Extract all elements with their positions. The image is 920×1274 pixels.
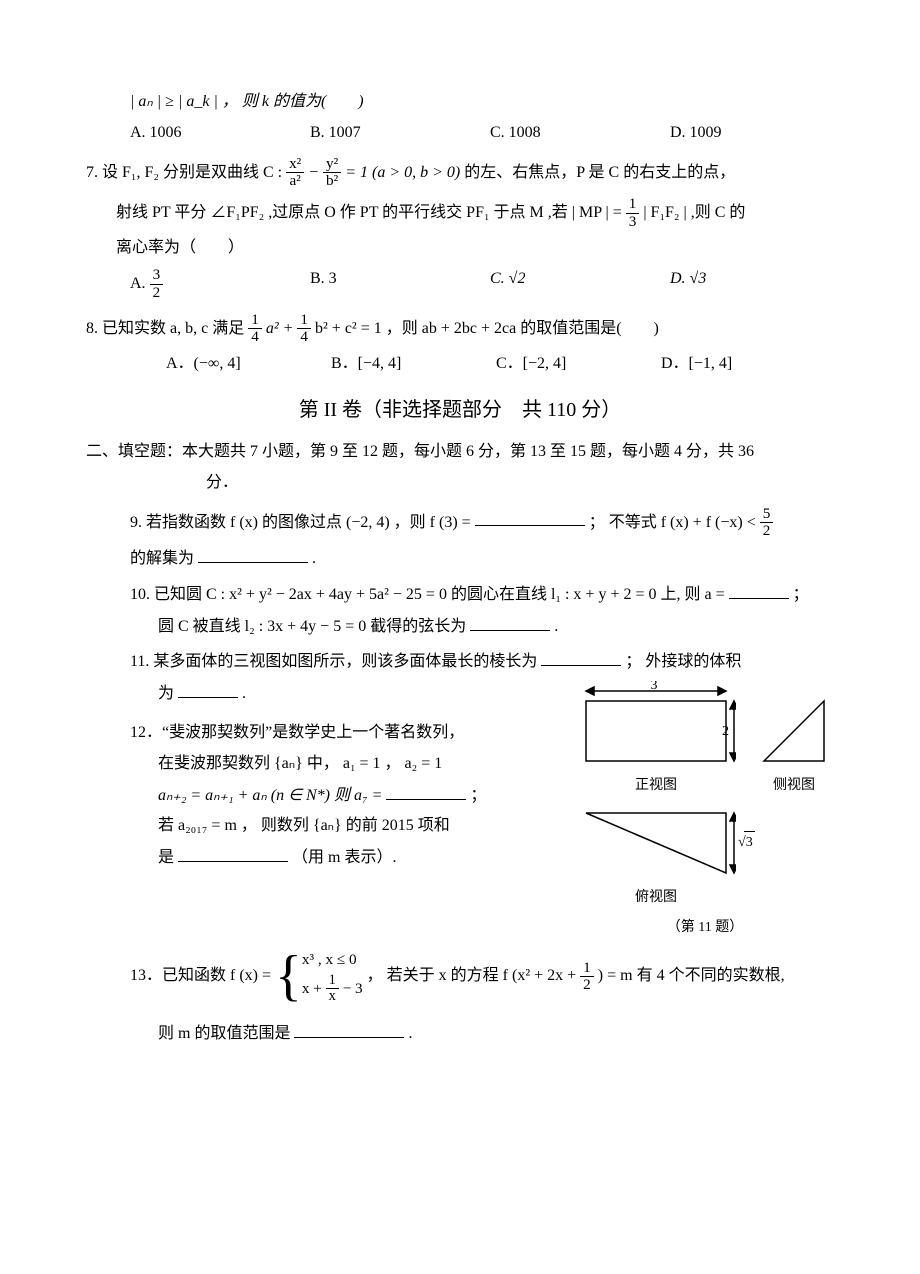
q10-line2: 圆 C 被直线 l₂ : 3x + 4y − 5 = 0 截得的弦长为 . [158, 614, 834, 640]
q7-frac-y: y² b² [323, 156, 341, 190]
q8-opt-a: A．(−∞, 4] [166, 352, 276, 377]
fill-header: 二、填空题：本大题共 7 小题，第 9 至 12 题，每小题 6 分，第 13 … [86, 440, 834, 496]
q11-line2: 为 . [158, 681, 564, 707]
q7-options: A. 3 2 B. 3 C. √2 D. √3 [130, 267, 834, 301]
q12-line3: aₙ₊₂ = aₙ₊₁ + aₙ (n ∈ N*) 则 a₇ = ； [158, 783, 564, 809]
q11-caption: （第 11 题） [576, 917, 834, 939]
q13-line1: 13．已知函数 f (x) = { x³ , x ≤ 0 x + 1 x − 3… [130, 948, 834, 1005]
q7-line3: 离心率为（ ） [116, 236, 834, 261]
dim-h-label: 2 [722, 724, 729, 739]
q10-blank2 [470, 614, 550, 631]
q12-line5: 是 （用 m 表示）. [158, 845, 564, 871]
q13: 13．已知函数 f (x) = { x³ , x ≤ 0 x + 1 x − 3… [130, 948, 834, 1047]
q7: 7. 设 F₁, F₂ 分别是双曲线 C : x² a² − y² b² = 1… [86, 156, 834, 302]
q8-line1: 8. 已知实数 a, b, c 满足 1 4 a² + 1 4 b² + c² … [86, 312, 834, 346]
q6-opt-c: C. 1008 [490, 121, 600, 146]
q13-line2: 则 m 的取值范围是 . [158, 1021, 834, 1047]
q8-opt-b: B．[−4, 4] [331, 352, 441, 377]
q7-opt-a: A. 3 2 [130, 267, 240, 301]
top-view-svg [576, 803, 736, 883]
q6-opt-a: A. 1006 [130, 121, 240, 146]
q7-line2: 射线 PT 平分 ∠F₁PF₂ ,过原点 O 作 PT 的平行线交 PF₁ 于点… [116, 196, 834, 230]
three-view-diagram: 3 2 正视图 侧视图 [576, 681, 834, 938]
q7-head: 7. 设 F₁, F₂ 分别是双曲线 C : [86, 163, 282, 180]
q7-opt-b: B. 3 [310, 267, 420, 301]
q10-line1: 10. 已知圆 C : x² + y² − 2ax + 4ay + 5a² − … [130, 582, 834, 608]
dim-sqrt3: √3 [738, 831, 755, 854]
side-view: 侧视图 [754, 691, 834, 797]
q6-cond: | aₙ | ≥ | a_k | ， 则 k 的值为( ) [130, 93, 364, 110]
side-view-svg [754, 691, 834, 771]
q11-line1: 11. 某多面体的三视图如图所示，则该多面体最长的棱长为 ； 外接球的体积 [130, 649, 834, 675]
q13-piecewise: { x³ , x ≤ 0 x + 1 x − 3 [275, 948, 363, 1005]
q6-tail: | aₙ | ≥ | a_k | ， 则 k 的值为( ) [130, 90, 834, 115]
q8-opt-d: D．[−1, 4] [661, 352, 771, 377]
q7-opt-c: C. √2 [490, 267, 600, 301]
section2-title: 第 II 卷（非选择题部分 共 110 分） [86, 395, 834, 426]
front-view: 3 2 正视图 [576, 681, 736, 797]
q11-q12-block: 11. 某多面体的三视图如图所示，则该多面体最长的棱长为 ； 外接球的体积 为 … [130, 649, 834, 938]
q7-frac-mp: 1 3 [626, 196, 640, 230]
q13-blank [294, 1021, 404, 1038]
q9: 9. 若指数函数 f (x) 的图像过点 (−2, 4) ，则 f (3) = … [130, 506, 834, 572]
q6-opt-b: B. 1007 [310, 121, 420, 146]
q9-line1: 9. 若指数函数 f (x) 的图像过点 (−2, 4) ，则 f (3) = … [130, 506, 834, 540]
q12: 12．“斐波那契数列”是数学史上一个著名数列， 在斐波那契数列 {aₙ} 中， … [130, 721, 564, 871]
q10: 10. 已知圆 C : x² + y² − 2ax + 4ay + 5a² − … [130, 582, 834, 640]
q8-opt-c: C．[−2, 4] [496, 352, 606, 377]
q6-opt-d: D. 1009 [670, 121, 780, 146]
q7-line1: 7. 设 F₁, F₂ 分别是双曲线 C : x² a² − y² b² = 1… [86, 156, 834, 190]
q8: 8. 已知实数 a, b, c 满足 1 4 a² + 1 4 b² + c² … [86, 312, 834, 377]
q9-blank1 [475, 509, 585, 526]
dim-w-label: 3 [651, 681, 658, 693]
q11-q12-text: 为 . 12．“斐波那契数列”是数学史上一个著名数列， 在斐波那契数列 {aₙ}… [130, 681, 564, 877]
q6-options: A. 1006 B. 1007 C. 1008 D. 1009 [130, 121, 834, 146]
q10-blank1 [729, 582, 789, 599]
q11-blank1 [541, 649, 621, 666]
q7-frac-x: x² a² [286, 156, 304, 190]
q12-blank1 [386, 783, 466, 800]
front-view-svg: 3 2 [576, 681, 736, 771]
brace-icon: { [275, 948, 302, 1005]
top-view: 俯视图 [576, 803, 736, 909]
q9-blank2 [198, 546, 308, 563]
q11-row: 为 . 12．“斐波那契数列”是数学史上一个著名数列， 在斐波那契数列 {aₙ}… [130, 681, 834, 938]
q8-options: A．(−∞, 4] B．[−4, 4] C．[−2, 4] D．[−1, 4] [166, 352, 834, 377]
q11-blank2 [178, 681, 238, 698]
q9-line2: 的解集为 . [130, 546, 834, 572]
q12-blank2 [178, 845, 288, 862]
q7-opt-d: D. √3 [670, 267, 780, 301]
